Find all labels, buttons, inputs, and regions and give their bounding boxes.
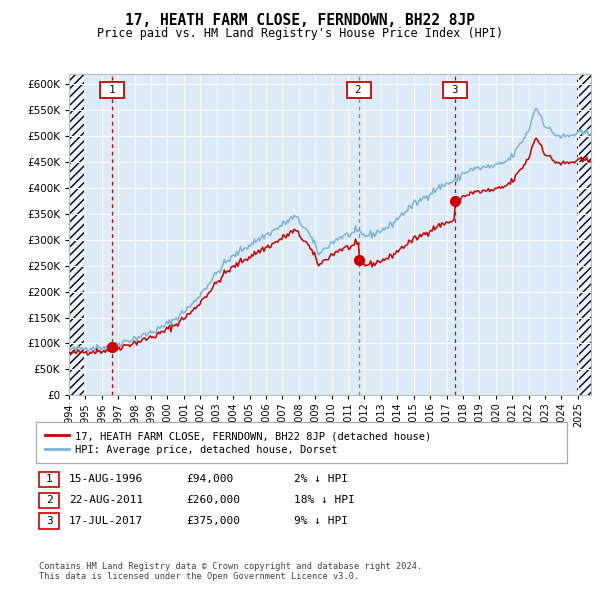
Text: 9% ↓ HPI: 9% ↓ HPI <box>294 516 348 526</box>
Text: 15-AUG-1996: 15-AUG-1996 <box>69 474 143 484</box>
Text: 1: 1 <box>103 85 121 95</box>
Text: £94,000: £94,000 <box>186 474 233 484</box>
Text: 22-AUG-2011: 22-AUG-2011 <box>69 495 143 505</box>
Text: This data is licensed under the Open Government Licence v3.0.: This data is licensed under the Open Gov… <box>39 572 359 581</box>
Text: 2: 2 <box>46 495 53 505</box>
Text: 2: 2 <box>349 85 368 95</box>
Text: Contains HM Land Registry data © Crown copyright and database right 2024.: Contains HM Land Registry data © Crown c… <box>39 562 422 571</box>
Text: 17, HEATH FARM CLOSE, FERNDOWN, BH22 8JP: 17, HEATH FARM CLOSE, FERNDOWN, BH22 8JP <box>125 13 475 28</box>
Text: Price paid vs. HM Land Registry's House Price Index (HPI): Price paid vs. HM Land Registry's House … <box>97 27 503 40</box>
Text: 3: 3 <box>46 516 53 526</box>
Text: 3: 3 <box>446 85 465 95</box>
Text: 17, HEATH FARM CLOSE, FERNDOWN, BH22 8JP (detached house): 17, HEATH FARM CLOSE, FERNDOWN, BH22 8JP… <box>75 431 431 441</box>
Text: 17-JUL-2017: 17-JUL-2017 <box>69 516 143 526</box>
Text: HPI: Average price, detached house, Dorset: HPI: Average price, detached house, Dors… <box>75 445 337 455</box>
Text: 2% ↓ HPI: 2% ↓ HPI <box>294 474 348 484</box>
Text: 18% ↓ HPI: 18% ↓ HPI <box>294 495 355 505</box>
Text: 1: 1 <box>46 474 53 484</box>
Text: £260,000: £260,000 <box>186 495 240 505</box>
Text: £375,000: £375,000 <box>186 516 240 526</box>
